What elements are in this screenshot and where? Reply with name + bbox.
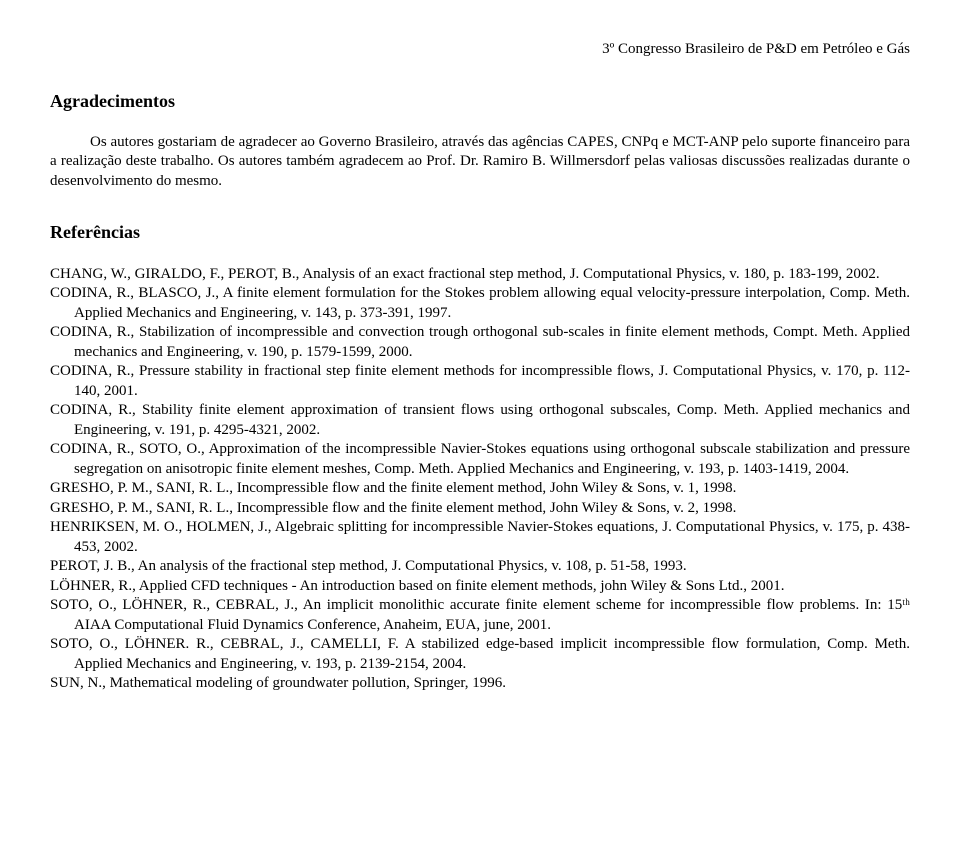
acknowledgements-title: Agradecimentos xyxy=(50,90,910,113)
reference-item: SUN, N., Mathematical modeling of ground… xyxy=(50,674,910,694)
reference-item: CODINA, R., Pressure stability in fracti… xyxy=(50,362,910,401)
reference-item: CHANG, W., GIRALDO, F., PEROT, B., Analy… xyxy=(50,265,910,285)
conference-header: 3º Congresso Brasileiro de P&D em Petról… xyxy=(50,40,910,60)
reference-item: LÖHNER, R., Applied CFD techniques - An … xyxy=(50,577,910,597)
reference-item: CODINA, R., Stability finite element app… xyxy=(50,401,910,440)
reference-item: PEROT, J. B., An analysis of the fractio… xyxy=(50,557,910,577)
reference-item: CODINA, R., Stabilization of incompressi… xyxy=(50,323,910,362)
references-title: Referências xyxy=(50,221,910,244)
reference-item: GRESHO, P. M., SANI, R. L., Incompressib… xyxy=(50,479,910,499)
reference-item: GRESHO, P. M., SANI, R. L., Incompressib… xyxy=(50,499,910,519)
reference-item: HENRIKSEN, M. O., HOLMEN, J., Algebraic … xyxy=(50,518,910,557)
reference-item: SOTO, O., LÖHNER. R., CEBRAL, J., CAMELL… xyxy=(50,635,910,674)
reference-item: SOTO, O., LÖHNER, R., CEBRAL, J., An imp… xyxy=(50,596,910,635)
reference-item: CODINA, R., BLASCO, J., A finite element… xyxy=(50,284,910,323)
acknowledgements-body: Os autores gostariam de agradecer ao Gov… xyxy=(50,133,910,192)
reference-item: CODINA, R., SOTO, O., Approximation of t… xyxy=(50,440,910,479)
references-list: CHANG, W., GIRALDO, F., PEROT, B., Analy… xyxy=(50,265,910,694)
